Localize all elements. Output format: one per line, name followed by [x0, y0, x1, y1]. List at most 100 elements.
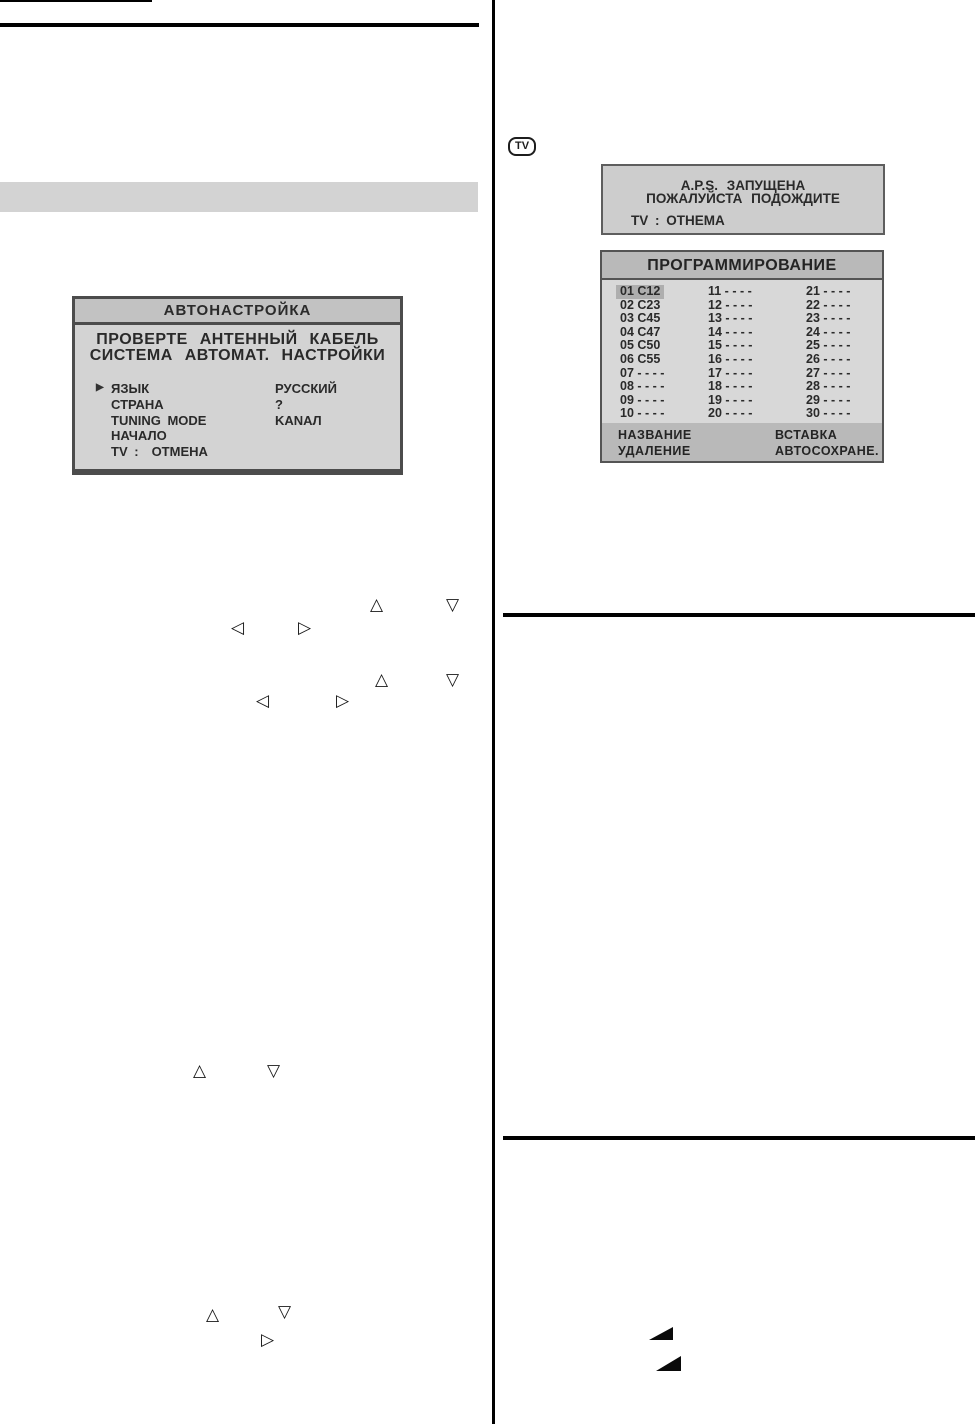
menu-item: СТРАНА?: [96, 397, 400, 413]
channel-cell: 17 - - - -: [708, 365, 753, 381]
channel-cell-text: 22 - - - -: [806, 297, 851, 312]
arrow-right-icon: ▷: [261, 1330, 275, 1350]
channel-cell-text: 10 - - - -: [620, 406, 665, 421]
arrow-up-icon: △: [206, 1305, 220, 1325]
channel-cell-text: 04 C47: [620, 324, 661, 339]
arrow-down-icon: ▽: [267, 1061, 281, 1081]
menu-item: TUNING MODE KANAЛ: [96, 413, 400, 429]
footer-insert-label: ВСТАВКА: [775, 428, 838, 442]
volume-wedge-icon: [649, 1327, 673, 1340]
channel-cell-text: 24 - - - -: [806, 324, 851, 339]
channel-cell: 03 C45: [620, 312, 664, 326]
channel-cell: 26 - - - -: [806, 351, 851, 367]
autotune-message-line2: СИСТЕМА АВТОМАТ. НАСТРОЙКИ: [89, 347, 386, 364]
arrow-down-icon: ▽: [446, 670, 460, 690]
channel-cell-text: 05 C50: [620, 338, 661, 353]
channel-cell: 12 - - - -: [708, 297, 753, 313]
menu-item-value: РУССКИЙ: [275, 381, 337, 396]
channel-cell-text: 17 - - - -: [708, 365, 753, 380]
menu-item-value: ?: [275, 396, 283, 412]
channel-cell-text: 27 - - - -: [806, 365, 851, 380]
channel-cell: 07 - - - -: [620, 366, 664, 381]
menu-item: ▶ ЯЗЫК РУССКИЙ: [96, 381, 400, 397]
channel-cell-text: 01 C12: [616, 284, 665, 299]
arrow-left-icon: ◁: [256, 691, 270, 711]
channel-cell-text: 09 - - - -: [620, 392, 665, 407]
channel-cell: 28 - - - -: [806, 380, 850, 394]
arrow-right-icon: ▷: [336, 691, 350, 711]
arrow-down-icon: ▽: [446, 595, 460, 615]
channel-cell: 21 - - - -: [806, 284, 850, 299]
channel-cell-text: 15 - - - -: [708, 338, 753, 353]
channel-cell: 19 - - - -: [708, 392, 753, 408]
channel-cell-text: 19 - - - -: [708, 392, 753, 407]
channel-cell: 24 - - - -: [806, 324, 851, 340]
channel-cell-text: 26 - - - -: [806, 351, 851, 366]
channel-cell: 29 - - - -: [806, 392, 851, 408]
programming-osd: ПРОГРАММИРОВАНИЕ 01 C12 02 C23 03 C45 04 C4…: [600, 250, 884, 463]
aps-status-line2: ПОЖАЛУЙСТА ПОДОЖДИТЕ: [646, 191, 840, 206]
footer-delete-label: УДАЛЕНИЕ: [618, 444, 691, 458]
channel-column: 21 - - - -22 - - - -23 - - - -24 - - - -…: [806, 284, 851, 421]
channel-cell: 20 - - - -: [708, 407, 752, 421]
channel-cell-text: 28 - - - -: [806, 379, 851, 394]
channel-column: 01 C12 02 C23 03 C45 04 C47 05 C50 06 C55 07 -…: [616, 284, 665, 421]
channel-cell: 25 - - - -: [806, 339, 850, 353]
channel-cell: 04 C47: [620, 324, 664, 340]
menu-item-label: TUNING MODE: [111, 412, 207, 428]
channel-cell-text: 18 - - - -: [708, 379, 753, 394]
channel-cell-text: 08 - - - -: [620, 379, 665, 394]
channel-cell: 27 - - - -: [806, 365, 851, 381]
menu-item-label: TV :: [111, 444, 139, 460]
column-divider: [492, 0, 495, 1424]
channel-cell-selected: 01 C12: [616, 284, 665, 299]
channel-cell-text: 23 - - - -: [806, 311, 851, 326]
menu-item-label: НАЧАЛО: [111, 428, 167, 444]
channel-cell-text: 16 - - - -: [708, 351, 753, 366]
arrow-down-icon: ▽: [278, 1302, 292, 1322]
programming-osd-title: ПРОГРАММИРОВАНИЕ: [602, 252, 882, 280]
tv-key-label: TV: [514, 140, 530, 152]
channel-cell-text: 29 - - - -: [806, 392, 851, 407]
channel-cell: 06 C55: [620, 351, 664, 367]
programming-footer-bar: НАЗВАНИЕ ВСТАВКА УДАЛЕНИЕ АВТОСОХРАНЕ.: [602, 423, 882, 461]
arrow-up-icon: △: [370, 595, 384, 615]
aps-cancel-hint: TV : ОТНЕМА: [631, 213, 725, 228]
menu-item-value: ОТМЕНА: [151, 444, 208, 460]
channel-cell-text: 12 - - - -: [708, 297, 753, 312]
arrow-left-icon: ◁: [231, 618, 245, 638]
channel-cell: 22 - - - -: [806, 297, 851, 313]
autotune-osd-title: АВТОНАСТРОЙКА: [75, 299, 400, 325]
channel-cell-text: 20 - - - -: [708, 406, 753, 421]
tv-key-icon: TV: [508, 137, 536, 156]
autotune-message-line1: ПРОВЕРТЕ АНТЕННЫЙ КАБЕЛЬ: [96, 331, 379, 348]
channel-cell: 14 - - - -: [708, 324, 753, 340]
channel-cell-text: 06 C55: [620, 351, 661, 366]
channel-cell-text: 02 C23: [620, 297, 661, 312]
arrow-up-icon: △: [193, 1061, 207, 1081]
channel-cell: 15 - - - -: [708, 339, 752, 353]
autotune-osd: АВТОНАСТРОЙКА ПРОВЕРТЕ АНТЕННЫЙ КАБЕЛЬ С…: [72, 296, 403, 475]
page-edge-line: [0, 0, 152, 2]
channel-cell-text: 14 - - - -: [708, 324, 753, 339]
channel-cell: 11 - - - -: [708, 284, 752, 299]
arrow-right-icon: ▷: [298, 618, 312, 638]
aps-status-line1: A.P.S. ЗАПУЩЕНА: [680, 178, 806, 193]
channel-cell: 18 - - - -: [708, 380, 752, 394]
left-column-top-rule: [0, 23, 479, 27]
channel-column: 11 - - - -12 - - - -13 - - - -14 - - - -…: [708, 284, 753, 421]
channel-cell: 05 C50: [620, 339, 664, 353]
channel-cell: 23 - - - -: [806, 312, 850, 326]
autotune-item-list: ▶ ЯЗЫК РУССКИЙ СТРАНА? TUNING MODE KANAЛ НАЧАЛ…: [75, 381, 400, 460]
channel-cell-text: 03 C45: [620, 311, 661, 326]
menu-item: TV : ОТМЕНА: [96, 444, 400, 460]
arrow-up-icon: △: [375, 670, 389, 690]
channel-cell: 10 - - - -: [620, 407, 664, 421]
menu-item-value: KANAЛ: [275, 412, 322, 428]
channel-cell: 08 - - - -: [620, 380, 664, 394]
footer-autosave-label: АВТОСОХРАНЕ.: [775, 444, 880, 458]
right-column-rule-1: [503, 613, 975, 617]
right-column-rule-2: [503, 1136, 975, 1140]
channel-cell: 13 - - - -: [708, 312, 752, 326]
